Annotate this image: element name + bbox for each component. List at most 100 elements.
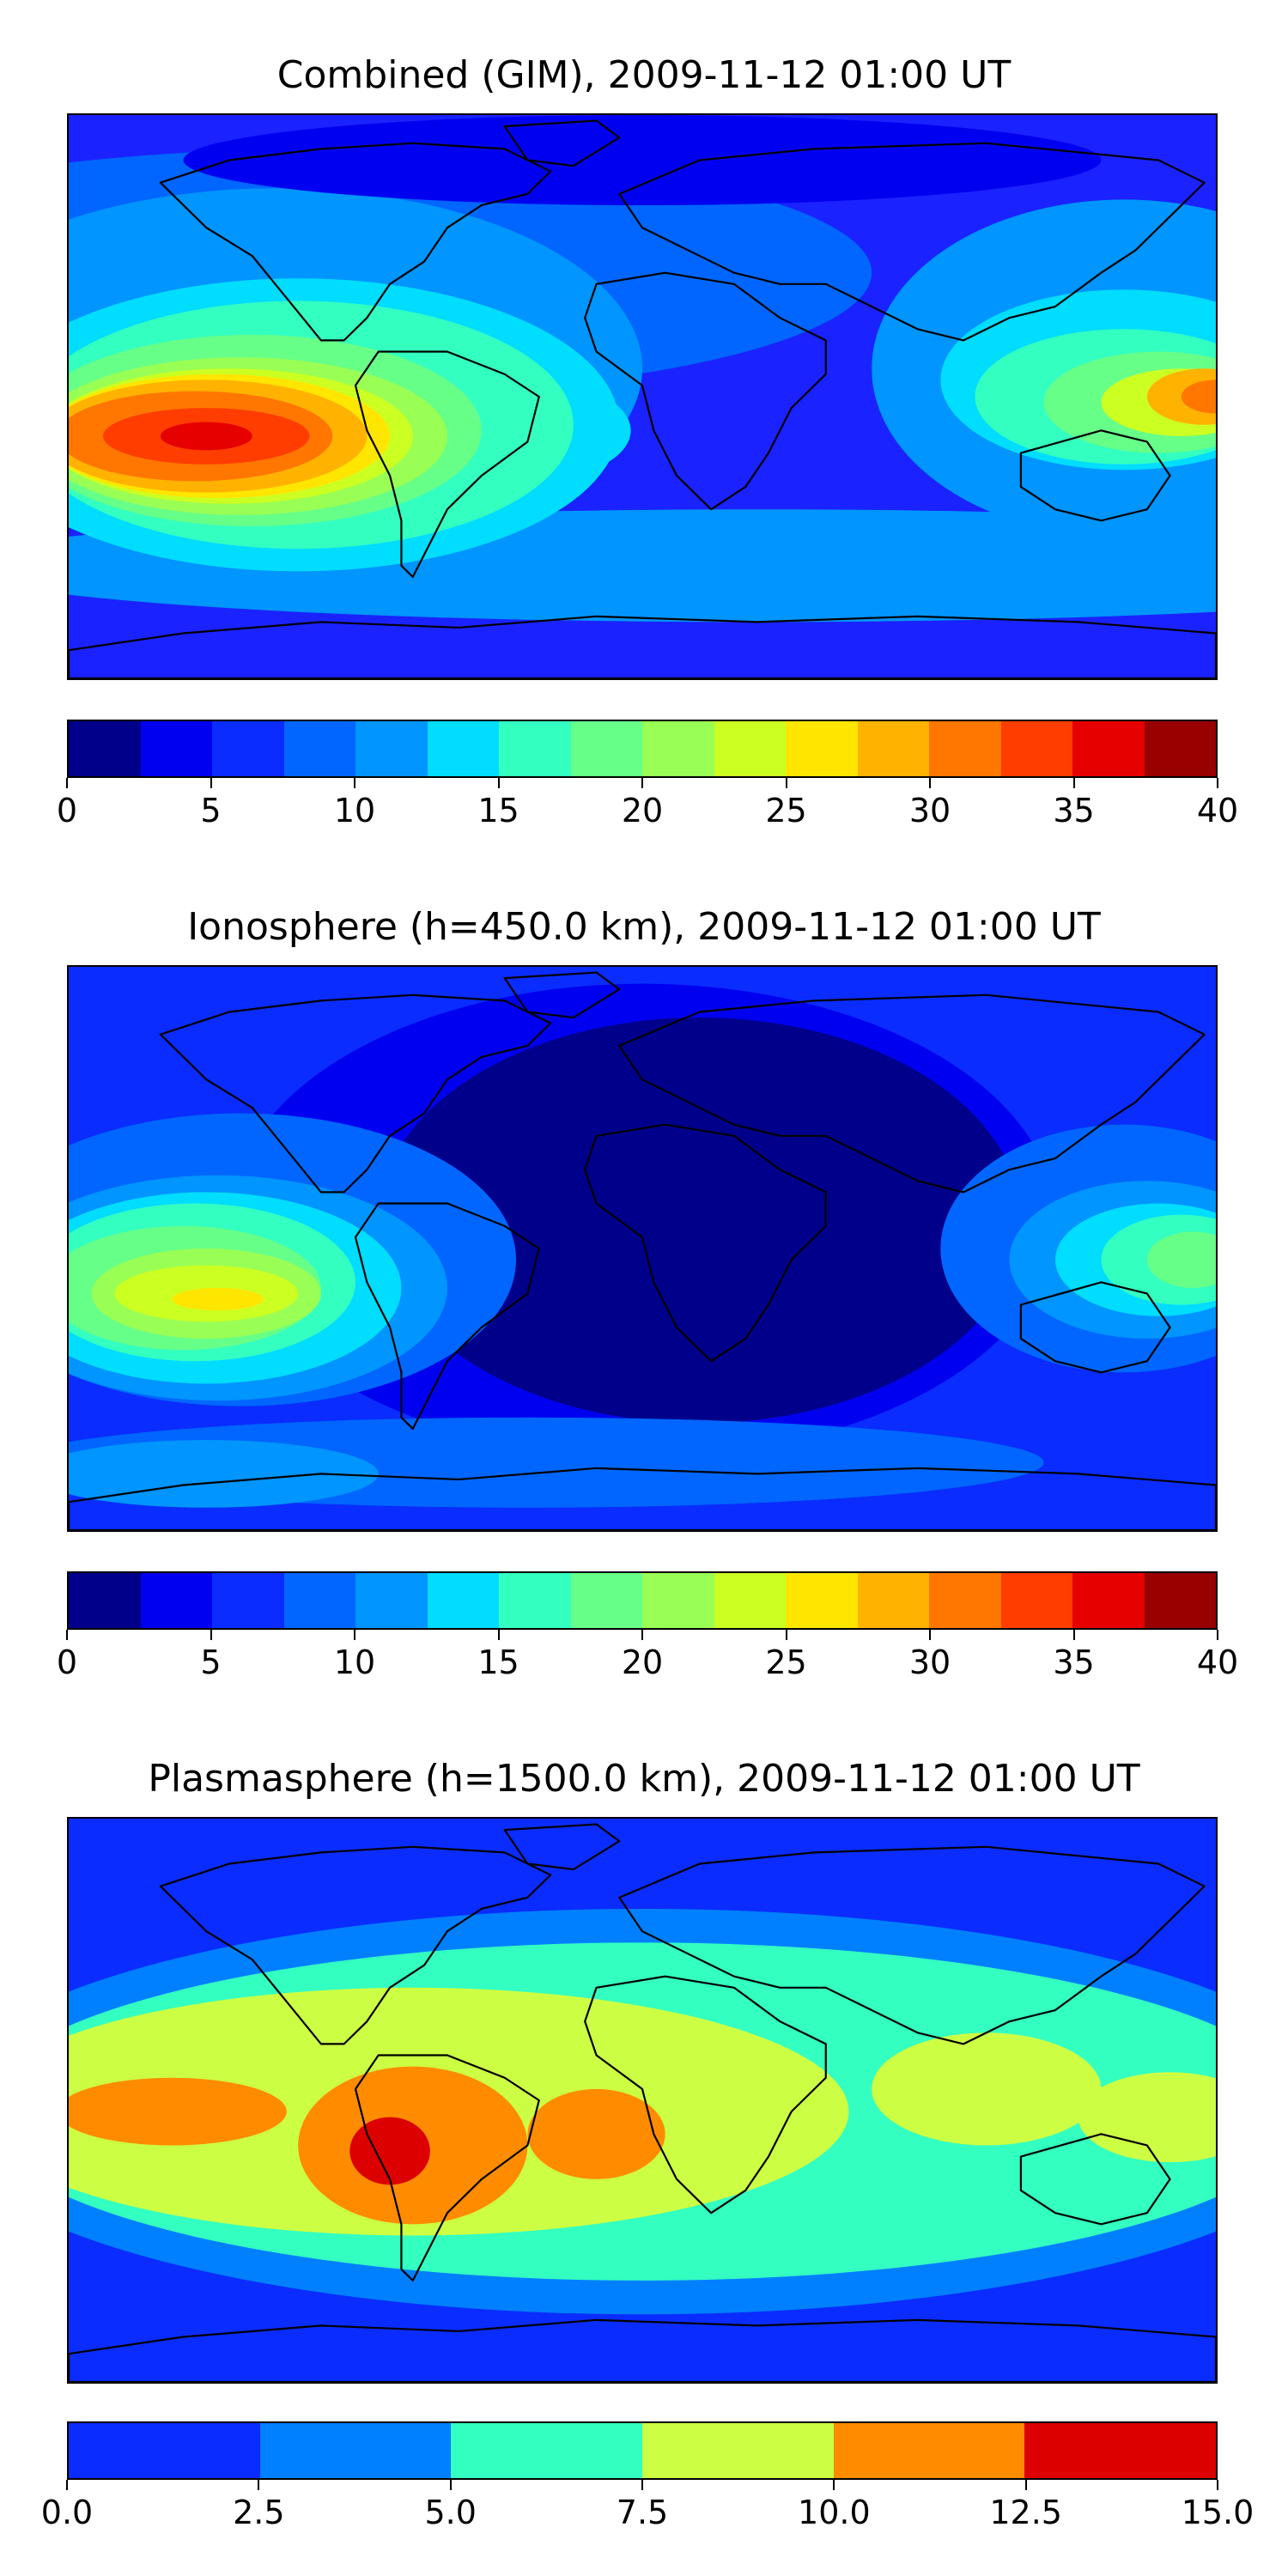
eurasia-outline bbox=[619, 143, 1204, 341]
africa-outline bbox=[585, 273, 826, 510]
contour-region bbox=[527, 2088, 665, 2179]
contour-fill bbox=[69, 115, 1216, 623]
colorbar bbox=[67, 720, 1218, 778]
contour-region bbox=[378, 1018, 1021, 1424]
tick-label: 35 bbox=[1053, 792, 1095, 829]
map-combined bbox=[67, 113, 1218, 680]
eurasia-outline bbox=[619, 995, 1204, 1193]
antarctica-outline bbox=[69, 1468, 1216, 1530]
tick-mark bbox=[929, 1630, 931, 1640]
tick-label: 7.5 bbox=[616, 2494, 669, 2531]
tick-mark bbox=[354, 778, 355, 788]
tick-mark bbox=[641, 2480, 643, 2490]
tick-label: 5 bbox=[200, 792, 222, 829]
colorbar-segment bbox=[69, 1573, 141, 1628]
tick-label: 15 bbox=[477, 792, 519, 829]
tick-label: 2.5 bbox=[233, 2494, 285, 2531]
panel-title: Plasmasphere (h=1500.0 km), 2009-11-12 0… bbox=[148, 1757, 1140, 1801]
colorbar-segment bbox=[857, 721, 929, 776]
greenland-outline bbox=[505, 121, 620, 166]
africa-outline bbox=[585, 1125, 826, 1362]
colorbar-segment bbox=[259, 2423, 452, 2478]
tick-label: 5.0 bbox=[424, 2494, 477, 2531]
tick-label: 25 bbox=[765, 792, 807, 829]
colorbar-segment bbox=[355, 1573, 428, 1628]
colorbar-segment bbox=[212, 721, 284, 776]
colorbar bbox=[67, 1571, 1218, 1630]
colorbar bbox=[67, 2421, 1218, 2480]
north-america-outline bbox=[161, 143, 550, 341]
colorbar-segment bbox=[427, 721, 499, 776]
antarctica-outline bbox=[69, 2320, 1216, 2382]
colorbar-segment bbox=[69, 2423, 260, 2478]
tick-mark bbox=[497, 1630, 500, 1640]
tick-label: 15.0 bbox=[1181, 2494, 1255, 2531]
tick-label: 25 bbox=[765, 1643, 807, 1681]
colorbar-segment bbox=[929, 1573, 1001, 1628]
contour-region bbox=[1146, 1231, 1216, 1288]
tick-mark bbox=[66, 1630, 68, 1640]
colorbar-segment bbox=[427, 1573, 499, 1628]
contour-region bbox=[183, 115, 1102, 205]
colorbar-ticks: 0.0 2.5 5.0 7.5 10.0 12.5 15.0 bbox=[41, 2480, 1254, 2531]
colorbar-segment bbox=[499, 721, 571, 776]
north-america-outline bbox=[161, 1847, 550, 2044]
coastlines bbox=[69, 121, 1216, 678]
colorbar-segment bbox=[786, 1573, 858, 1628]
colorbar-segment bbox=[499, 1573, 571, 1628]
colorbar-segment bbox=[786, 721, 858, 776]
map-field bbox=[69, 967, 1216, 1530]
map-field bbox=[69, 115, 1216, 678]
colorbar-segment bbox=[714, 1573, 786, 1628]
map-plasmasphere bbox=[67, 1817, 1218, 2384]
colorbar-segment bbox=[570, 1573, 642, 1628]
colorbar-segment bbox=[570, 721, 642, 776]
australia-outline bbox=[1021, 2134, 1170, 2224]
colorbar-segment bbox=[1072, 721, 1145, 776]
colorbar-segment bbox=[1000, 721, 1072, 776]
tick-mark bbox=[1072, 778, 1075, 788]
tick-label: 30 bbox=[908, 792, 951, 829]
tick-mark bbox=[929, 778, 931, 788]
tick-label: 40 bbox=[1196, 792, 1239, 829]
map-field bbox=[69, 1819, 1216, 2382]
africa-outline bbox=[585, 1977, 826, 2214]
contour-fill bbox=[69, 1909, 1216, 2315]
tick-label: 15 bbox=[477, 1643, 519, 1681]
colorbar-segment bbox=[714, 721, 786, 776]
south-america-outline bbox=[355, 2056, 539, 2281]
panel-title: Combined (GIM), 2009-11-12 01:00 UT bbox=[276, 53, 1012, 97]
colorbar-segment bbox=[642, 2423, 834, 2478]
tick-label: 0.0 bbox=[40, 2494, 94, 2531]
colorbar-ticks: 0 5 10 15 20 25 30 35 40 bbox=[57, 778, 1238, 829]
colorbar-segment bbox=[1072, 1573, 1145, 1628]
tick-mark bbox=[449, 2480, 452, 2490]
tick-mark bbox=[258, 2480, 260, 2490]
panel-title: Ionosphere (h=450.0 km), 2009-11-12 01:0… bbox=[187, 905, 1101, 949]
tick-label: 35 bbox=[1053, 1643, 1095, 1681]
tick-label: 10.0 bbox=[798, 2494, 871, 2531]
greenland-outline bbox=[505, 973, 620, 1018]
colorbar-ticks: 0 5 10 15 20 25 30 35 40 bbox=[57, 1630, 1238, 1681]
tick-mark bbox=[354, 1630, 355, 1640]
colorbar-segment bbox=[283, 721, 355, 776]
coastlines bbox=[69, 973, 1216, 1530]
contour-region bbox=[172, 1287, 264, 1311]
contour-region bbox=[160, 422, 252, 451]
map-ionosphere bbox=[67, 965, 1218, 1532]
south-america-outline bbox=[355, 1204, 539, 1429]
tick-label: 0 bbox=[56, 792, 78, 829]
tick-mark bbox=[641, 1630, 643, 1640]
coastlines bbox=[69, 1825, 1216, 2382]
tick-label: 20 bbox=[621, 792, 664, 829]
tick-label: 12.5 bbox=[989, 2494, 1062, 2531]
contour-region bbox=[872, 2032, 1102, 2146]
tick-mark bbox=[497, 778, 500, 788]
tick-label: 0 bbox=[56, 1643, 78, 1681]
colorbar-segment bbox=[1000, 1573, 1072, 1628]
south-america-outline bbox=[355, 352, 539, 577]
colorbar-segment bbox=[1144, 1573, 1216, 1628]
colorbar-segment bbox=[283, 1573, 355, 1628]
tick-mark bbox=[210, 778, 212, 788]
tick-mark bbox=[66, 778, 68, 788]
